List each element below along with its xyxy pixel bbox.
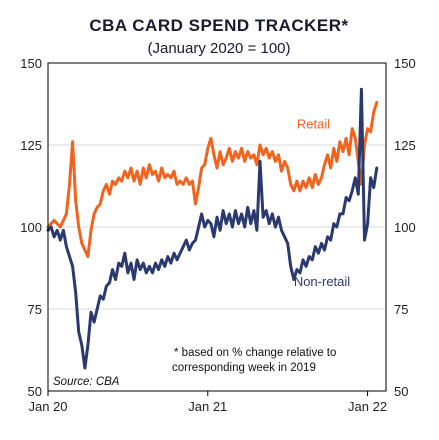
y-tick-right-150: 150	[394, 56, 416, 71]
x-tick-label: Jan 21	[188, 399, 227, 414]
series-line-non-retail	[46, 87, 379, 370]
chart-title: CBA CARD SPEND TRACKER*	[89, 16, 348, 35]
series-line-retail	[46, 100, 379, 258]
x-tick-label: Jan 22	[348, 399, 387, 414]
y-tick-right-50: 50	[394, 384, 408, 399]
x-tick-label: Jan 20	[28, 399, 67, 414]
plot-frame	[47, 62, 387, 392]
chart-subtitle: (January 2020 = 100)	[147, 40, 290, 57]
y-tick-left-125: 125	[20, 138, 42, 153]
y-tick-left-50: 50	[28, 384, 42, 399]
series-layer	[46, 87, 379, 370]
y-tick-right-100: 100	[394, 220, 416, 235]
source-note: Source: CBA	[53, 376, 120, 388]
ticks: 50 50 75 75 100 100 125 125 150 150 Jan 20 Jan 21 Ja…	[20, 56, 415, 414]
y-tick-left-75: 75	[28, 302, 42, 317]
y-tick-right-125: 125	[394, 138, 416, 153]
y-tick-right-75: 75	[394, 302, 408, 317]
y-tick-left-150: 150	[20, 56, 42, 71]
footnote-line-2: corresponding week in 2019	[172, 362, 316, 374]
y-tick-left-100: 100	[20, 220, 42, 235]
series-label-non-retail: Non-retail	[294, 274, 350, 289]
grid	[48, 144, 386, 310]
footnote-line-1: * based on % change relative to	[174, 347, 336, 359]
series-label-retail: Retail	[297, 117, 330, 132]
